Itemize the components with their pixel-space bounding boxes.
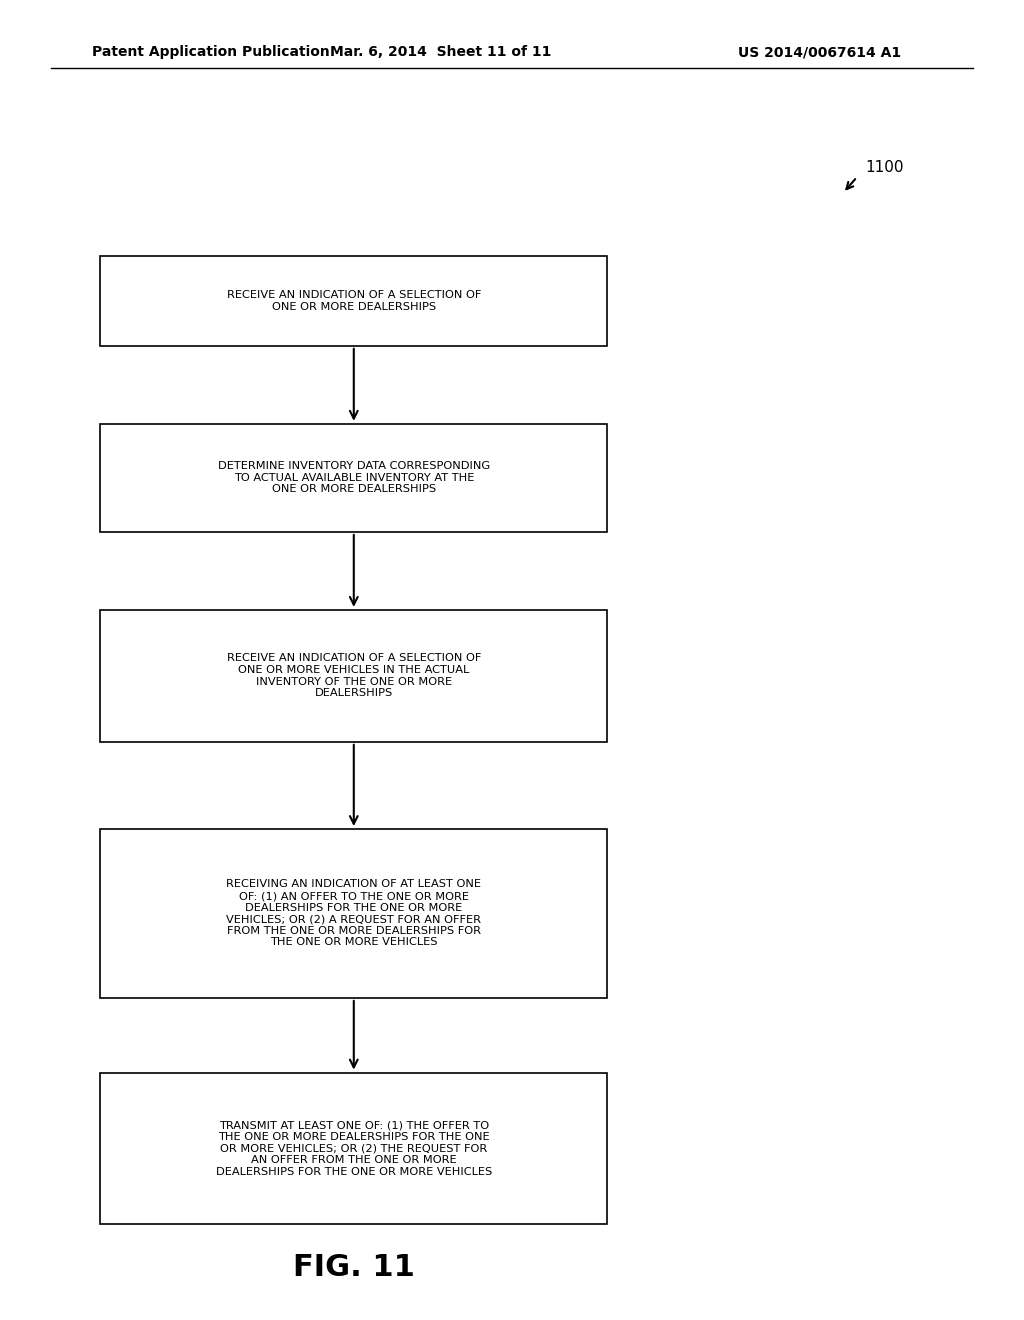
Text: FIG. 11: FIG. 11 — [293, 1253, 415, 1282]
Bar — [100, 610, 607, 742]
Bar — [100, 256, 607, 346]
Text: US 2014/0067614 A1: US 2014/0067614 A1 — [738, 45, 901, 59]
Text: Patent Application Publication: Patent Application Publication — [92, 45, 330, 59]
Text: DETERMINE INVENTORY DATA CORRESPONDING
TO ACTUAL AVAILABLE INVENTORY AT THE
ONE : DETERMINE INVENTORY DATA CORRESPONDING T… — [218, 461, 489, 495]
Bar — [100, 1072, 607, 1225]
Text: Mar. 6, 2014  Sheet 11 of 11: Mar. 6, 2014 Sheet 11 of 11 — [330, 45, 551, 59]
Text: RECEIVE AN INDICATION OF A SELECTION OF
ONE OR MORE VEHICLES IN THE ACTUAL
INVEN: RECEIVE AN INDICATION OF A SELECTION OF … — [226, 653, 481, 698]
Text: TRANSMIT AT LEAST ONE OF: (1) THE OFFER TO
THE ONE OR MORE DEALERSHIPS FOR THE O: TRANSMIT AT LEAST ONE OF: (1) THE OFFER … — [216, 1121, 492, 1176]
Bar — [100, 829, 607, 998]
Text: 1100: 1100 — [865, 160, 903, 174]
Bar — [100, 424, 607, 532]
Text: RECEIVE AN INDICATION OF A SELECTION OF
ONE OR MORE DEALERSHIPS: RECEIVE AN INDICATION OF A SELECTION OF … — [226, 290, 481, 312]
Text: RECEIVING AN INDICATION OF AT LEAST ONE
OF: (1) AN OFFER TO THE ONE OR MORE
DEAL: RECEIVING AN INDICATION OF AT LEAST ONE … — [226, 879, 481, 948]
